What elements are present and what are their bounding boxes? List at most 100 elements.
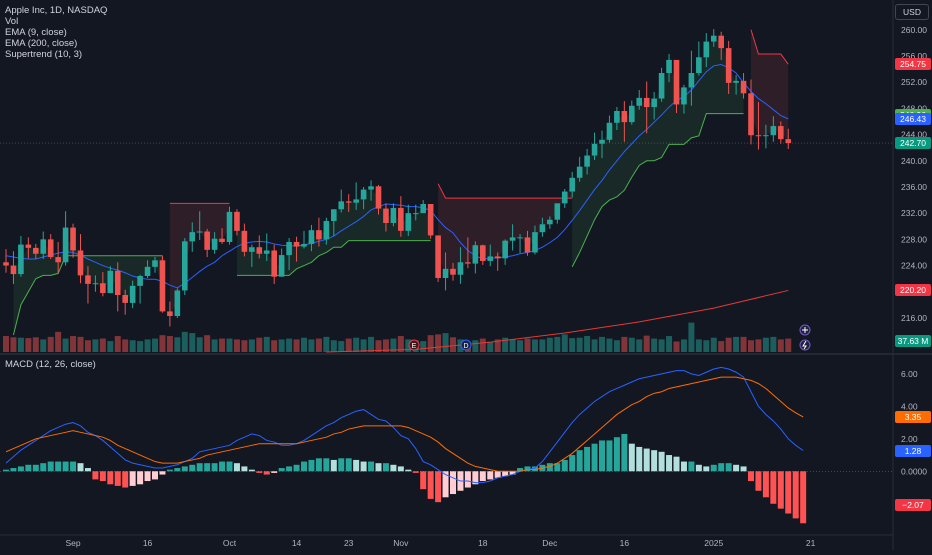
candle [450,262,456,281]
candle [405,204,412,237]
candle [360,186,367,210]
macd-histogram-bar [591,443,598,472]
candle [442,252,449,291]
candle [710,29,717,47]
candle-body [62,227,69,263]
macd-histogram-bar [62,461,69,472]
candle [748,79,754,145]
candle-body [70,227,76,251]
price-tick-label: 224.00 [901,261,927,271]
volume-bar [189,333,196,352]
candle-body [718,35,724,49]
price-tick-label: 252.00 [901,77,927,87]
candle [554,203,561,224]
candle [144,260,151,278]
volume-bar [599,336,605,352]
candle-body [293,241,300,247]
candle [368,180,374,201]
candle-body [599,139,605,144]
candle-body [636,97,643,106]
indicator-ema200[interactable]: EMA (200, close) [5,38,78,49]
indicator-ema9[interactable]: EMA (9, close) [5,27,67,38]
candle [584,148,590,175]
candle [457,247,464,284]
marker-letter: D [463,343,468,350]
candle [733,74,739,95]
candle-body [621,110,628,123]
volume-bar [308,339,315,352]
symbol-title[interactable]: Apple Inc, 1D, NASDAQ [5,5,108,16]
currency-button[interactable]: USD [895,4,929,20]
candle [196,211,203,241]
volume-bar [233,339,240,352]
volume-bar [777,339,784,352]
macd-histogram-bar [509,471,516,475]
volume-bar [561,334,568,352]
candle-body [591,143,598,156]
dividend-marker-icon: D [460,339,472,351]
time-tick-label: 16 [620,538,630,548]
candle-body [427,203,434,236]
candle-body [211,238,218,250]
supertrend-down-line [750,29,789,65]
macd-histogram-bar [792,471,799,519]
macd-histogram-bar [517,468,524,472]
candle-body [271,250,277,277]
macd-histogram-bar [777,471,784,509]
macd-histogram-bar [382,463,389,472]
candle [226,206,233,245]
volume-bar [479,338,486,352]
volume-bar [502,337,509,352]
macd-histogram-bar [472,471,479,485]
macd-histogram-bar [152,471,158,480]
macd-histogram-bar [688,461,695,472]
indicator-supertrend[interactable]: Supertrend (10, 3) [5,49,83,60]
volume-bar [606,338,613,352]
indicator-vol[interactable]: Vol [5,16,19,27]
candle [517,234,523,254]
candle [465,237,471,269]
macd-histogram-bar [315,458,322,472]
volume-bar [293,339,300,352]
macd-histogram-bar [718,463,725,472]
macd-histogram-bar [345,458,352,472]
macd-histogram-bar [420,471,427,490]
candle [122,289,128,315]
candle-body [18,244,24,275]
candle [286,238,292,271]
time-tick-label: Sep [65,538,80,548]
volume-bar [524,338,531,352]
earnings-marker-icon: E [408,339,420,351]
candle-body [710,35,717,42]
macd-tick-label: 6.00 [901,369,918,379]
macd-histogram-bar [442,471,449,498]
candle [673,59,680,113]
candle [92,275,99,292]
macd-histogram-bar [144,471,151,482]
candle [182,238,188,296]
volume-bar [211,339,218,352]
volume-bar [613,340,620,352]
macd-histogram-bar [561,459,568,472]
candle [174,288,181,318]
candle [219,228,225,244]
candle [785,128,792,149]
candle-body [85,275,91,284]
macd-histogram-bar [502,471,509,477]
supertrend-up-line [236,240,431,276]
macd-histogram-bar [204,463,211,472]
volume-bar [241,340,248,352]
candle [420,200,426,214]
candle [55,241,61,274]
macd-histogram-bar [487,471,494,480]
candle-body [159,260,166,312]
candle-body [465,262,471,264]
volume-bar [286,338,293,352]
macd-title[interactable]: MACD (12, 26, close) [5,359,96,370]
macd-histogram-bar [748,471,754,482]
candle-body [137,276,143,286]
macd-histogram-bar [375,463,382,472]
